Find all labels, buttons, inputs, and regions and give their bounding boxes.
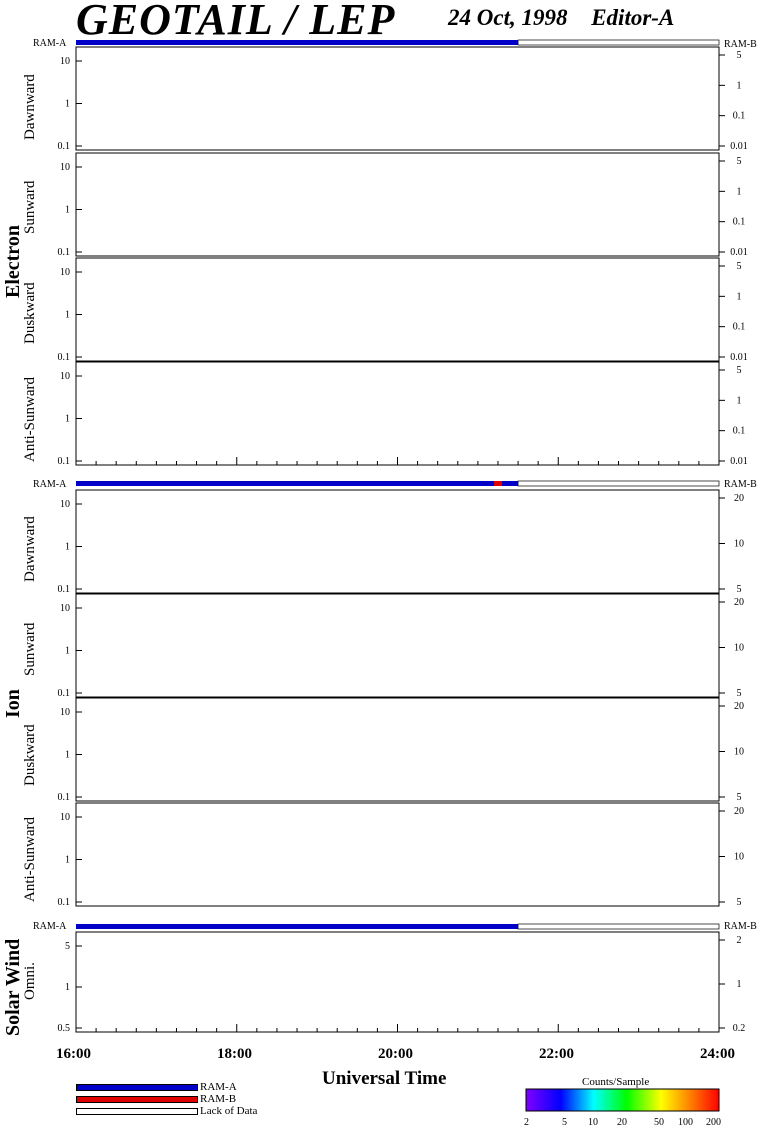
page-title: GEOTAIL / LEP [76,0,395,45]
subtitle: 24 Oct, 1998 Editor-A [448,5,692,31]
editor-label: Editor-A [591,5,674,30]
date-label: 24 Oct, 1998 [448,5,567,30]
